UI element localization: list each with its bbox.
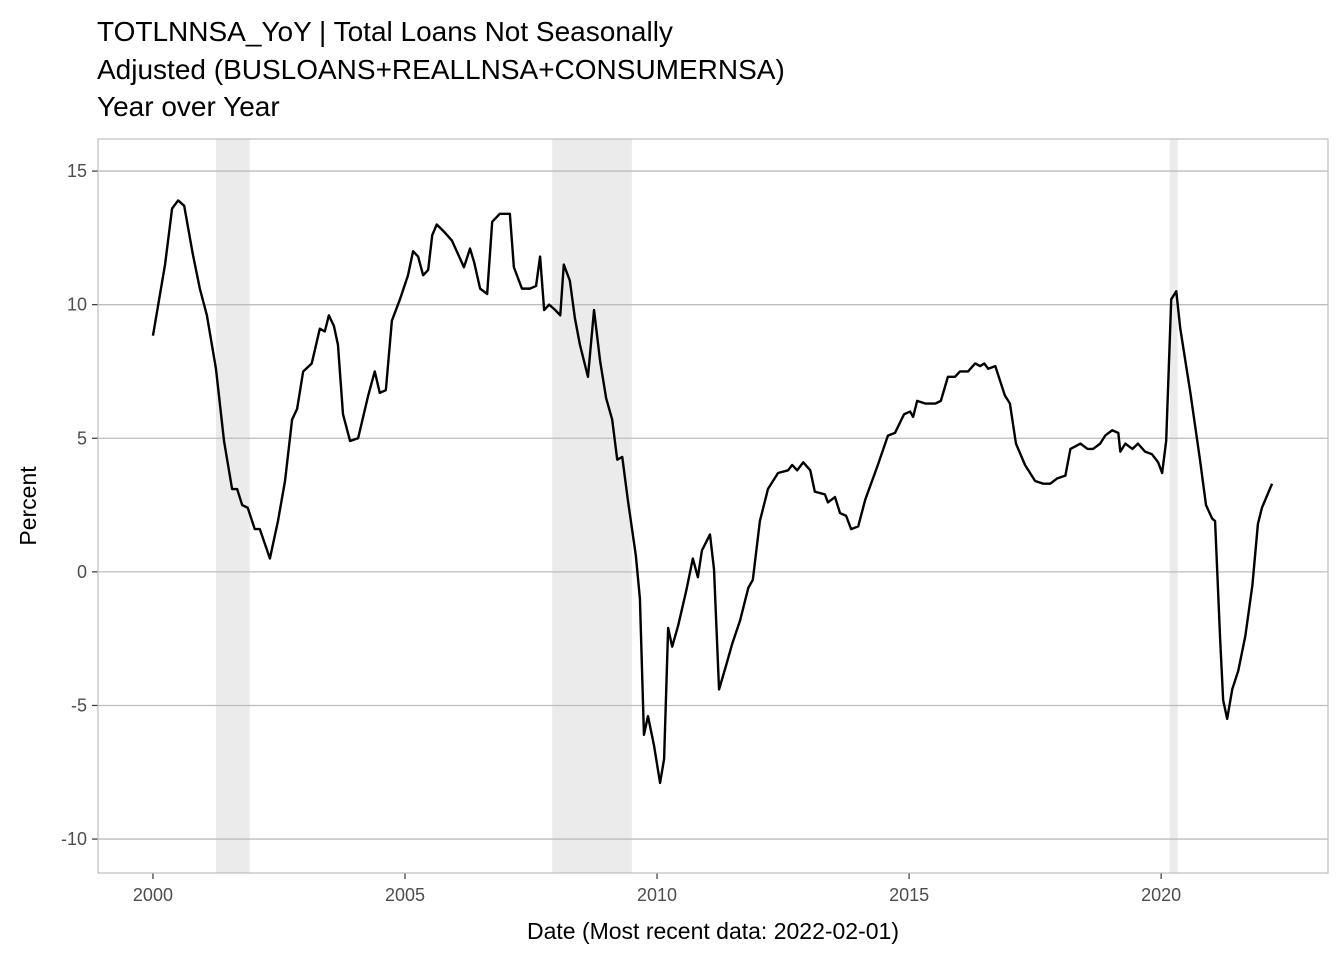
x-tick-label: 2015 xyxy=(889,885,929,905)
y-axis-title: Percent xyxy=(15,466,41,546)
x-tick-label: 2010 xyxy=(637,885,677,905)
x-tick-label: 2000 xyxy=(133,885,173,905)
recession-band xyxy=(1169,139,1178,873)
x-axis-title: Date (Most recent data: 2022-02-01) xyxy=(527,918,899,944)
recession-band xyxy=(552,139,632,873)
y-tick-label: 0 xyxy=(77,562,87,582)
y-tick-label: 5 xyxy=(77,428,87,448)
panel-border xyxy=(97,138,1329,874)
y-tick-label: -10 xyxy=(61,829,87,849)
y-tick-label: 15 xyxy=(67,161,87,181)
chart-title: TOTLNNSA_YoY | Total Loans Not Seasonall… xyxy=(97,16,673,47)
y-tick-label: 10 xyxy=(67,295,87,315)
x-tick-label: 2020 xyxy=(1141,885,1181,905)
x-tick-label: 2005 xyxy=(385,885,425,905)
y-tick-label: -5 xyxy=(71,695,87,715)
data-line xyxy=(151,199,1274,785)
chart-title: Year over Year xyxy=(97,91,280,122)
chart-title: Adjusted (BUSLOANS+REALLNSA+CONSUMERNSA) xyxy=(97,54,785,85)
